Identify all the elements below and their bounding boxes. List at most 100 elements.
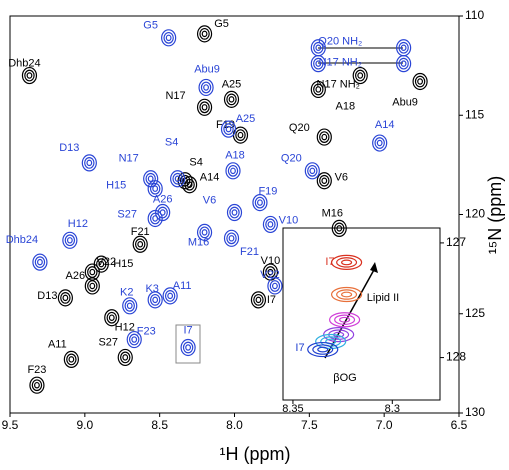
contour — [398, 57, 409, 70]
contour — [167, 292, 174, 300]
contour — [159, 209, 166, 216]
contour — [60, 291, 71, 304]
contour — [149, 182, 161, 195]
x-tick-label: 6.5 — [451, 418, 468, 432]
peak-label: V10 — [261, 255, 281, 267]
contour — [96, 258, 107, 271]
contour — [414, 75, 426, 88]
peak-label: Dhb24 — [8, 57, 40, 69]
contour — [89, 268, 96, 276]
contour — [152, 185, 159, 192]
inset-arrowhead — [370, 262, 378, 273]
x-tick-label: 8.3 — [385, 403, 400, 415]
contour — [330, 286, 363, 303]
contour — [37, 258, 43, 266]
x-axis-label: ¹H (ppm) — [220, 444, 291, 464]
peak — [252, 193, 268, 212]
contour — [267, 268, 274, 276]
peak-label: Abu9 — [392, 96, 418, 108]
contour — [220, 120, 237, 138]
contour — [315, 333, 347, 350]
contour — [201, 229, 208, 236]
peak-label: A26 — [66, 270, 86, 282]
peak — [196, 98, 213, 116]
contour — [24, 69, 35, 82]
x-tick-label: 8.5 — [151, 418, 168, 432]
contour — [62, 294, 69, 302]
contour — [316, 128, 332, 146]
peak — [132, 235, 148, 253]
contour — [122, 354, 129, 361]
contour — [157, 206, 168, 219]
peak-label: D13 — [59, 142, 79, 154]
contour — [226, 203, 243, 222]
contour — [106, 311, 117, 324]
contour — [117, 348, 133, 367]
contour — [196, 25, 213, 43]
x-tick-label: 7.5 — [301, 418, 318, 432]
peak-label: N17 NH₂ — [317, 78, 360, 90]
peak-label: N17 — [119, 153, 139, 165]
contour — [32, 253, 48, 271]
peak — [81, 154, 97, 172]
peak-label: A14 — [375, 119, 395, 131]
contour — [309, 167, 316, 175]
contour — [172, 172, 183, 185]
peak-label: Abu9 — [194, 63, 220, 75]
contour — [304, 162, 320, 180]
peak-label: M16 — [188, 236, 209, 248]
contour — [272, 282, 278, 290]
contour — [147, 175, 154, 183]
peak-label: K3 — [145, 283, 158, 295]
y-tick-label: 125 — [465, 306, 485, 320]
peak — [223, 90, 240, 108]
contour — [331, 219, 347, 237]
contour — [201, 104, 208, 111]
contour — [223, 123, 234, 136]
peak — [57, 289, 73, 307]
contour — [341, 259, 353, 266]
contour — [134, 238, 146, 251]
contour — [155, 203, 171, 222]
contour — [372, 134, 388, 152]
peak-label: K2 — [120, 287, 133, 299]
peak-label: D13 — [37, 290, 57, 302]
peak-label: G5 — [143, 20, 158, 32]
peak — [180, 338, 196, 357]
contour — [199, 101, 210, 114]
contour — [196, 223, 213, 241]
y-axis-label: ¹⁵N (ppm) — [485, 176, 505, 254]
contour — [262, 215, 279, 234]
contour — [336, 225, 343, 232]
peak — [63, 350, 79, 369]
y-tick-label: 127 — [446, 235, 466, 249]
contour — [98, 260, 105, 268]
contour — [203, 84, 209, 91]
contour — [319, 174, 330, 187]
contour — [312, 344, 334, 355]
contour — [126, 302, 133, 310]
contour — [201, 30, 208, 38]
contour — [339, 316, 351, 323]
contour — [255, 296, 262, 304]
contour — [267, 277, 283, 295]
peak-label: V10 — [279, 214, 299, 226]
contour — [64, 234, 76, 247]
contour — [237, 131, 244, 139]
contour — [226, 232, 237, 245]
contour — [330, 254, 363, 270]
contour — [321, 133, 328, 141]
peak — [316, 128, 332, 146]
contour — [412, 72, 428, 91]
peak — [352, 66, 368, 85]
contour — [34, 256, 46, 269]
contour — [357, 72, 364, 79]
contour — [66, 353, 77, 366]
contour — [223, 90, 240, 108]
contour — [265, 266, 276, 278]
contour — [63, 350, 79, 369]
peak — [412, 72, 428, 91]
contour — [307, 164, 318, 177]
contour — [229, 206, 240, 219]
y-tick-label: 110 — [465, 8, 484, 22]
